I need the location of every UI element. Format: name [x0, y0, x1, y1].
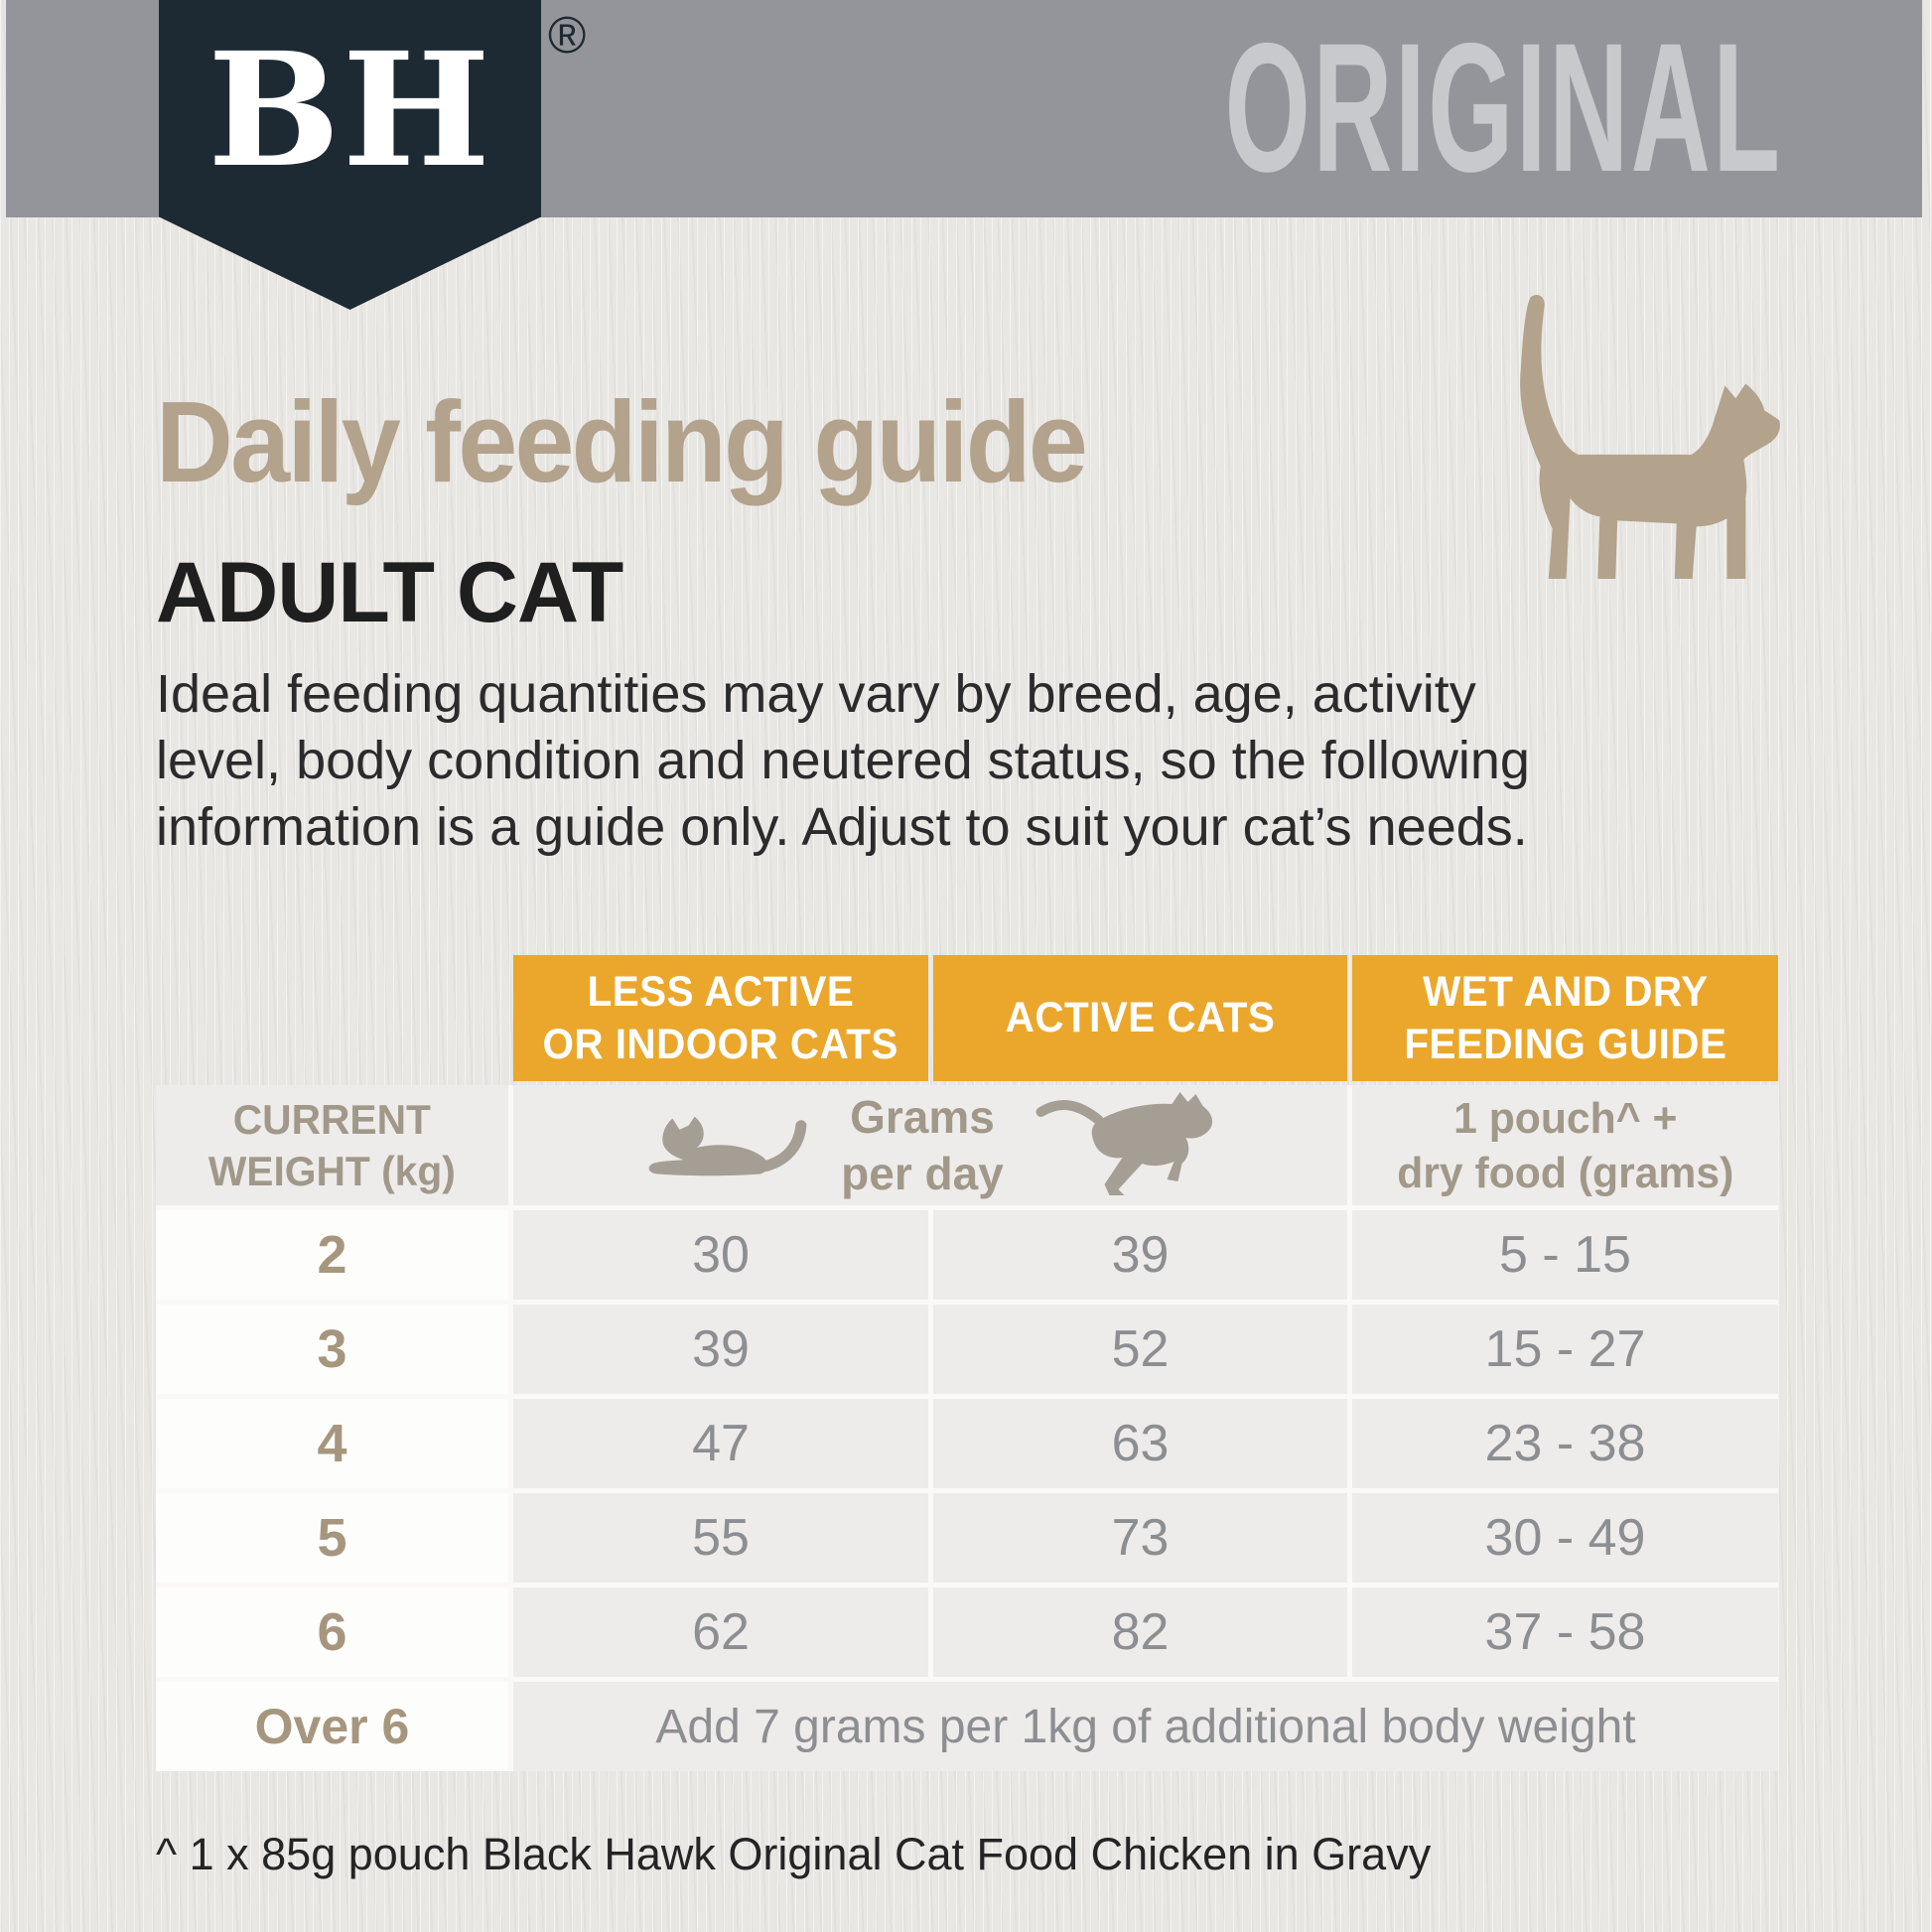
less-active-cell: 30 [513, 1210, 928, 1300]
weight-cell-over: Over 6 [156, 1682, 508, 1771]
intro-paragraph: Ideal feeding quantities may vary by bre… [156, 661, 1530, 861]
over-weight-note: Add 7 grams per 1kg of additional body w… [513, 1682, 1778, 1771]
table-header-row: LESS ACTIVE OR INDOOR CATS ACTIVE CATS W… [156, 955, 1778, 1081]
active-cell: 73 [933, 1493, 1347, 1583]
wet-dry-cell: 23 - 38 [1352, 1399, 1778, 1488]
weight-cell: 5 [156, 1493, 508, 1583]
weight-cell: 6 [156, 1587, 508, 1677]
units-cell-grams-per-day: Grams per day [513, 1085, 1347, 1205]
leaping-cat-icon [1035, 1091, 1212, 1195]
feeding-guide-table: LESS ACTIVE OR INDOOR CATS ACTIVE CATS W… [156, 955, 1778, 1771]
page-title: Daily feeding guide [156, 377, 1088, 506]
wet-dry-cell: 30 - 49 [1352, 1493, 1778, 1583]
less-active-cell: 55 [513, 1493, 928, 1583]
wet-dry-cell: 37 - 58 [1352, 1587, 1778, 1677]
wet-dry-subheader: 1 pouch^ + dry food (grams) [1352, 1085, 1778, 1205]
weight-cell: 3 [156, 1305, 508, 1394]
col-header-wet-dry: WET AND DRY FEEDING GUIDE [1352, 955, 1778, 1081]
wet-dry-cell: 15 - 27 [1352, 1305, 1778, 1394]
intro-line: level, body condition and neutered statu… [156, 731, 1530, 790]
wet-dry-cell: 5 - 15 [1352, 1210, 1778, 1300]
table-body: CURRENT WEIGHT (kg) Grams per day 1 pouc… [156, 1085, 1778, 1771]
brand-badge: BH [159, 0, 541, 310]
less-active-cell: 39 [513, 1305, 928, 1394]
less-active-cell: 47 [513, 1399, 928, 1488]
less-active-cell: 62 [513, 1587, 928, 1677]
active-cell: 52 [933, 1305, 1347, 1394]
registered-trademark-icon: ® [548, 7, 587, 65]
range-label: ORIGINAL [1224, 6, 1782, 210]
page-subtitle: ADULT CAT [156, 545, 623, 640]
footnote: ^ 1 x 85g pouch Black Hawk Original Cat … [156, 1829, 1432, 1879]
weight-cell: 4 [156, 1399, 508, 1488]
col-header-less-active: LESS ACTIVE OR INDOOR CATS [513, 955, 928, 1081]
standing-cat-icon [1520, 295, 1780, 579]
row-header-current-weight: CURRENT WEIGHT (kg) [156, 1085, 508, 1205]
active-cell: 63 [933, 1399, 1347, 1488]
active-cell: 39 [933, 1210, 1347, 1300]
lying-cat-icon [648, 1116, 807, 1175]
brand-logo: BH [207, 19, 492, 203]
active-cell: 82 [933, 1587, 1347, 1677]
intro-line: information is a guide only. Adjust to s… [156, 797, 1528, 857]
weight-cell: 2 [156, 1210, 508, 1300]
col-header-active: ACTIVE CATS [933, 955, 1347, 1081]
intro-line: Ideal feeding quantities may vary by bre… [156, 664, 1476, 724]
header-spacer [156, 955, 508, 1081]
units-label: Grams per day [841, 1090, 1004, 1199]
